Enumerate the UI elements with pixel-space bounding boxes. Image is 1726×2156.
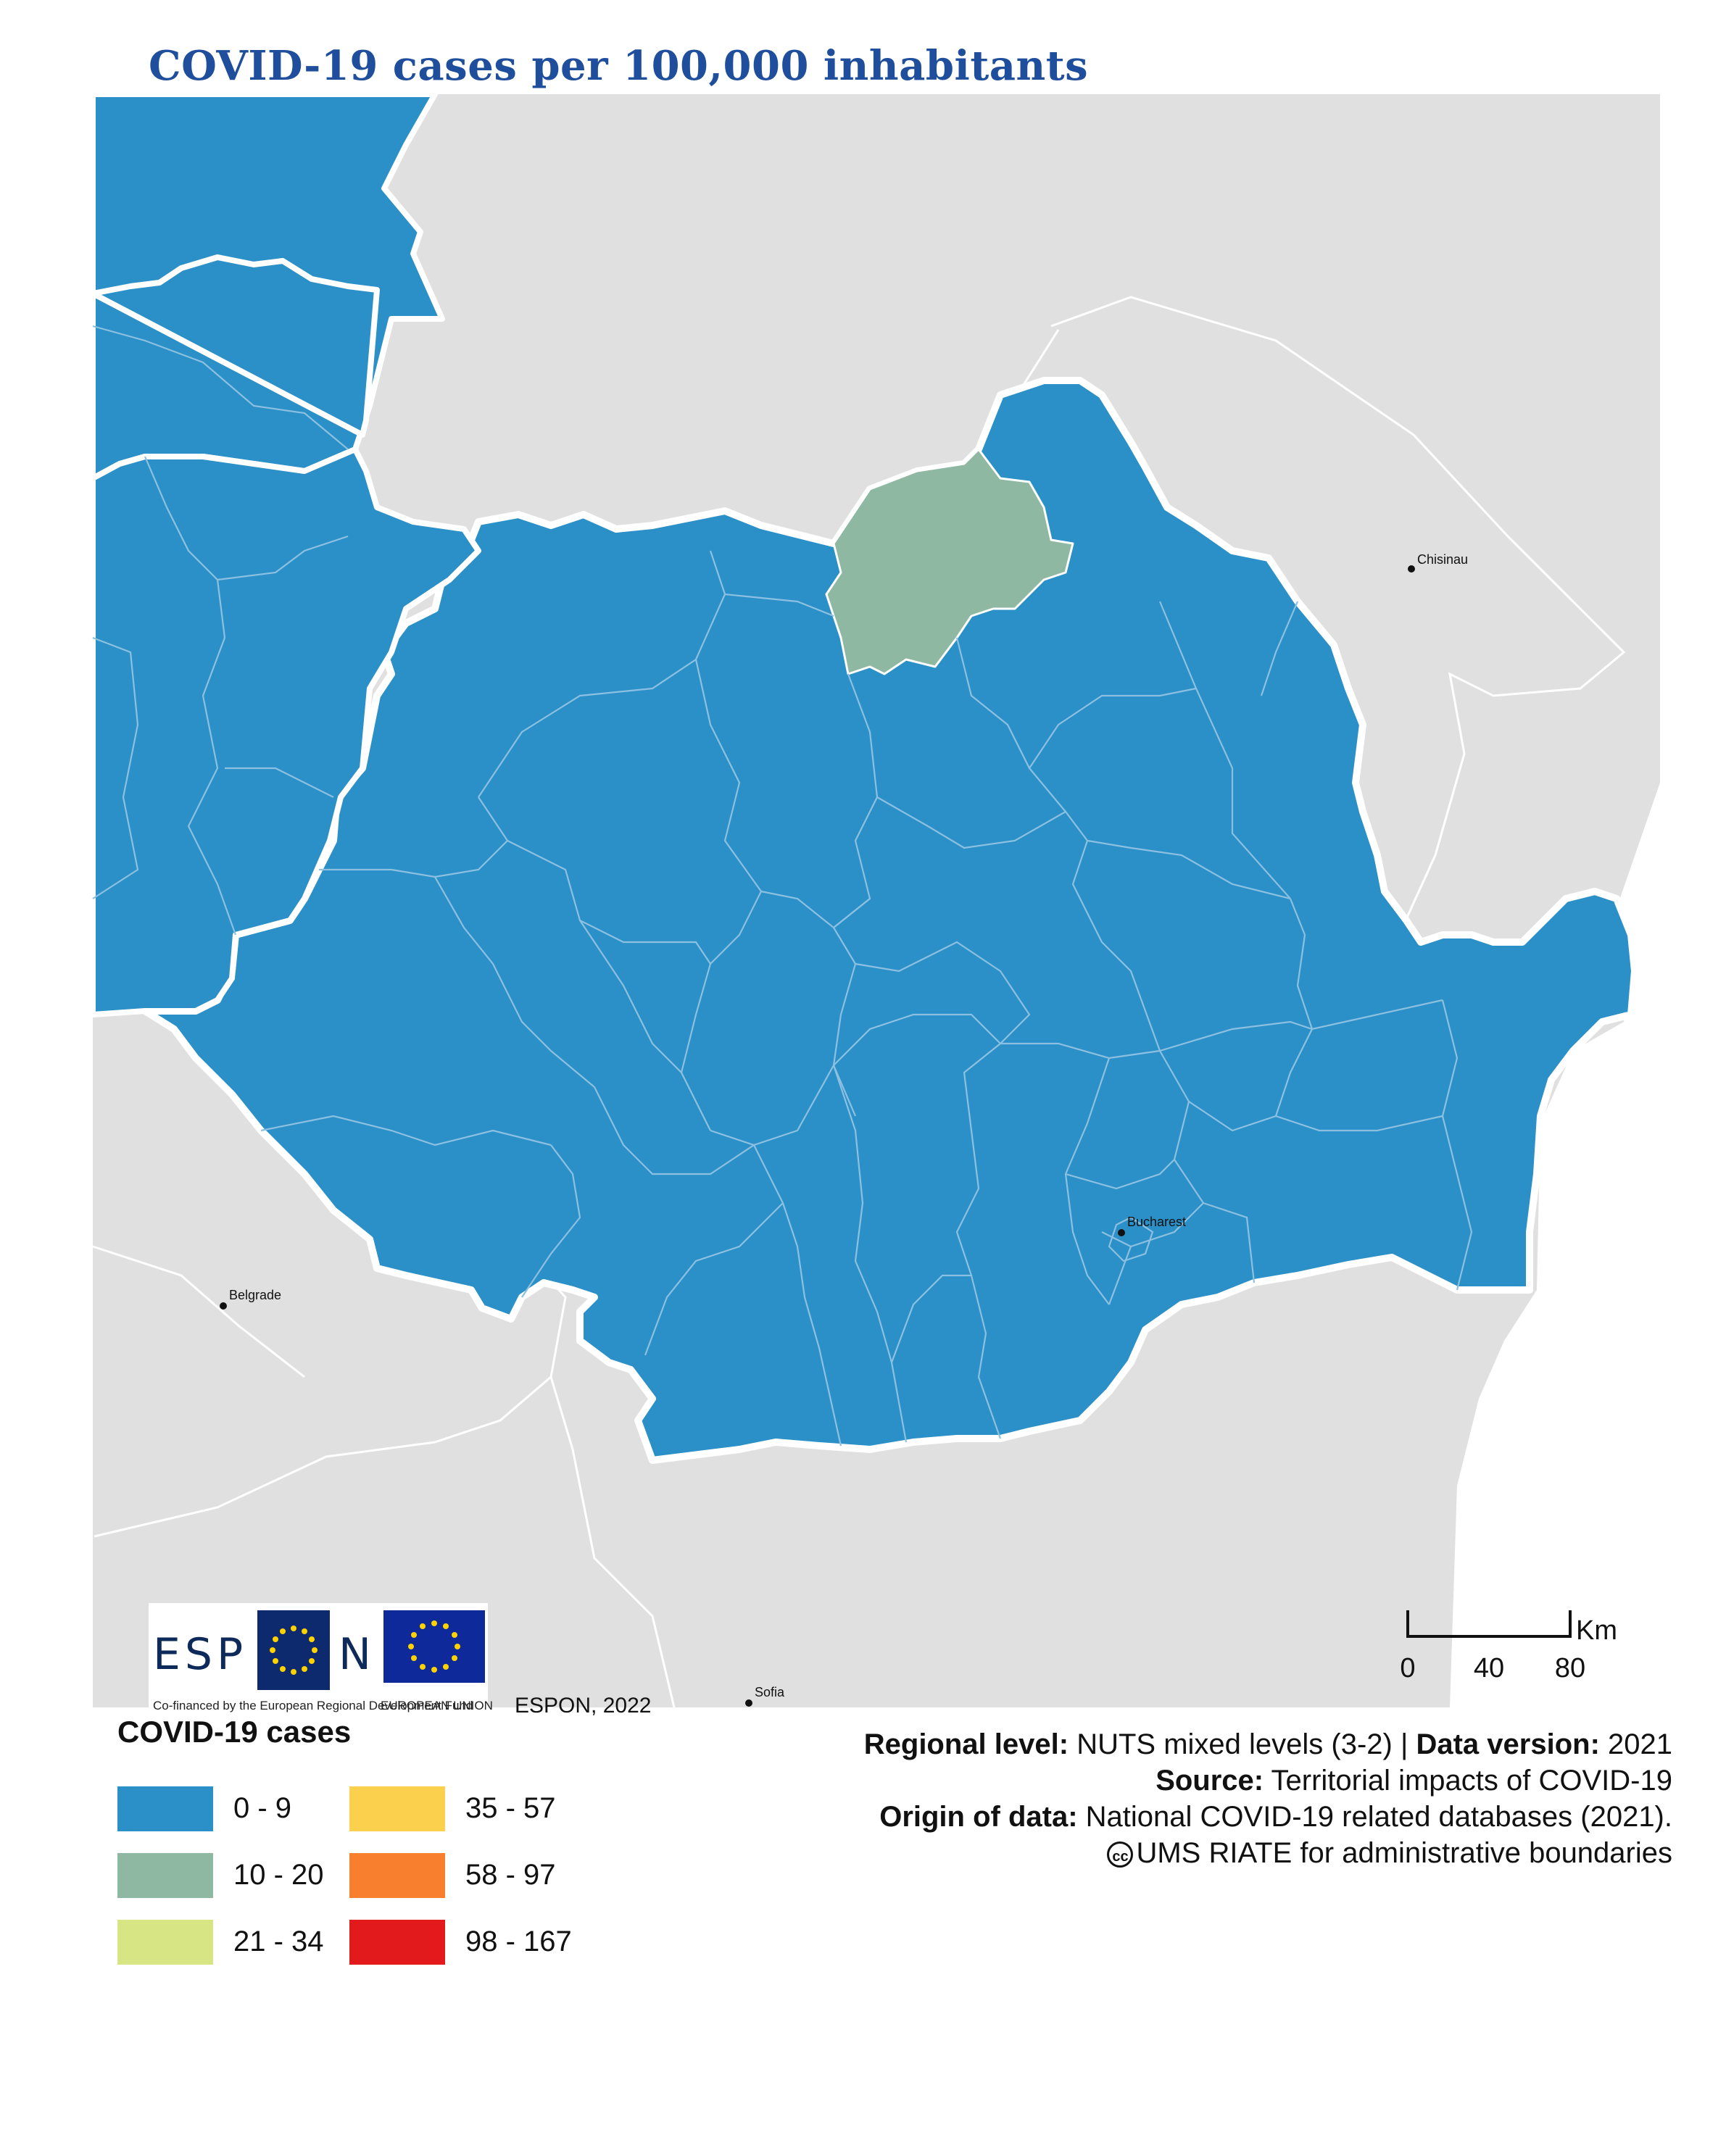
legend-label: 21 - 34 — [233, 1926, 324, 1957]
legend-swatch — [349, 1853, 445, 1898]
eu-flag-icon — [383, 1610, 485, 1683]
city-label: Belgrade — [229, 1288, 281, 1302]
scale-unit: Km — [1576, 1615, 1617, 1646]
region-romania — [141, 377, 1638, 1464]
logo-box: ESP N Co-financed by the European Region… — [149, 1603, 493, 1716]
eu-label: EUROPEAN UNION — [381, 1699, 493, 1712]
legend-label: 0 - 9 — [233, 1792, 292, 1824]
legend-label: 98 - 167 — [465, 1926, 572, 1957]
espon-credit: ESPON, 2022 — [515, 1694, 652, 1718]
region-hungary-east — [90, 254, 380, 438]
legend-label: 10 - 20 — [233, 1859, 324, 1891]
boundaries-text: UMS RIATE for administrative boundaries — [1136, 1837, 1672, 1869]
legend-title: COVID-19 cases — [117, 1715, 352, 1749]
meta-source: Source: Territorial impacts of COVID-19 — [1155, 1765, 1672, 1797]
data-version-value: 2021 — [1608, 1728, 1672, 1760]
map-title: COVID-19 cases per 100,000 inhabitants — [149, 42, 1089, 90]
city-label: Chisinau — [1417, 552, 1468, 567]
regional-level-label: Regional level: — [863, 1728, 1069, 1760]
legend-label: 58 - 97 — [465, 1859, 556, 1891]
city-sofia: Sofia — [745, 1685, 785, 1707]
legend-swatch — [117, 1786, 213, 1831]
origin-value: National COVID-19 related databases (202… — [1085, 1801, 1672, 1833]
city-bucharest: Bucharest — [1118, 1215, 1186, 1236]
scale-tick-0: 0 — [1400, 1653, 1415, 1683]
black-sea — [1450, 783, 1660, 1707]
city-belgrade: Belgrade — [220, 1288, 281, 1310]
city-label: Sofia — [755, 1685, 785, 1699]
meta-boundaries: cc UMS RIATE for administrative boundarie… — [1107, 1837, 1672, 1870]
scale-tick-80: 80 — [1555, 1653, 1585, 1683]
data-version-label: Data version: — [1416, 1728, 1600, 1760]
legend-swatch — [349, 1920, 445, 1965]
meta-regional-level: Regional level: NUTS mixed levels (3-2) … — [864, 1728, 1672, 1761]
city-chisinau: Chisinau — [1408, 552, 1468, 573]
espon-eu-flag-icon — [257, 1610, 330, 1690]
legend-label: 35 - 57 — [465, 1792, 556, 1824]
regional-level-value: NUTS mixed levels (3-2) | — [1076, 1728, 1408, 1760]
cofinanced-text: Co-financed by the European Regional Dev… — [153, 1699, 473, 1712]
legend-swatch — [349, 1786, 445, 1831]
internal-boundaries — [92, 325, 1473, 1447]
region-highlight-10-20 — [825, 448, 1074, 675]
cc-icon: cc — [1107, 1841, 1134, 1868]
scale-bar: Km 0 40 80 — [1400, 1610, 1617, 1683]
meta-origin: Origin of data: National COVID-19 relate… — [879, 1801, 1672, 1834]
region-west-strip — [90, 446, 481, 1017]
espon-logo-text-right: N — [339, 1629, 376, 1680]
source-value: Territorial impacts of COVID-19 — [1271, 1765, 1672, 1797]
legend-swatch — [117, 1920, 213, 1965]
source-label: Source: — [1155, 1765, 1264, 1797]
city-label: Bucharest — [1127, 1215, 1186, 1229]
origin-label: Origin of data: — [879, 1801, 1078, 1833]
scale-tick-40: 40 — [1474, 1653, 1504, 1683]
legend-swatch — [117, 1853, 213, 1898]
espon-logo-text-left: ESP — [153, 1629, 248, 1680]
